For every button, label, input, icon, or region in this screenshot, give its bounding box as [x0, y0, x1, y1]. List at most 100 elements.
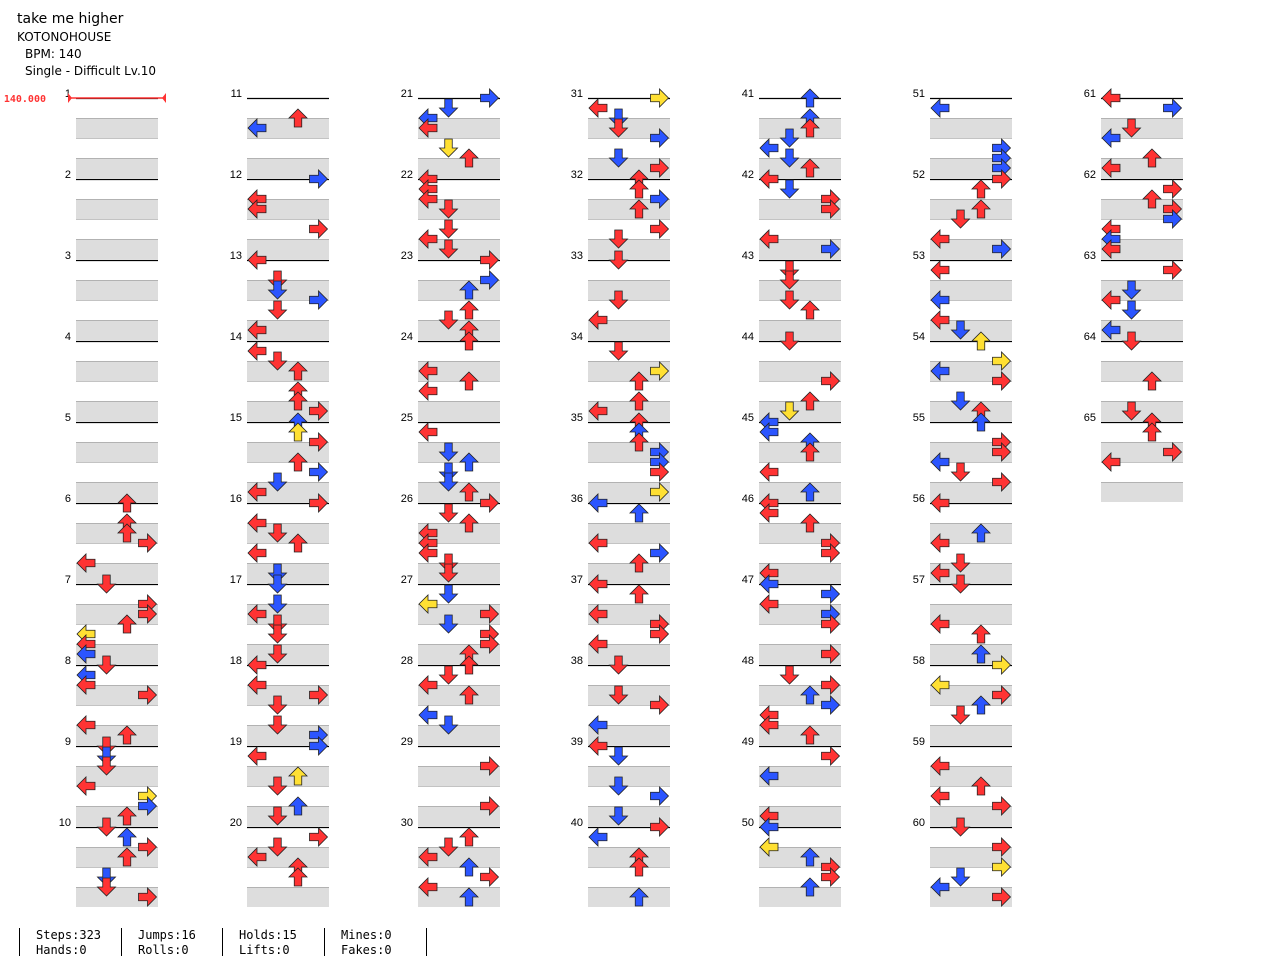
beat-band — [76, 725, 158, 745]
arrow-R-icon — [992, 239, 1012, 259]
arrow-body — [1142, 422, 1162, 442]
arrow-L-icon — [759, 422, 779, 442]
beat-band — [930, 199, 1012, 219]
arrow-body — [117, 493, 137, 513]
stats-divider — [19, 928, 20, 956]
arrow-body — [1142, 148, 1162, 168]
arrow-D-icon — [779, 401, 800, 421]
arrow-U-icon — [971, 624, 991, 644]
arrow-body — [267, 806, 288, 826]
arrow-body — [288, 796, 308, 816]
measure-number: 60 — [913, 817, 925, 829]
arrow-U-icon — [971, 331, 991, 351]
arrow-U-icon — [117, 523, 137, 543]
arrow-body — [418, 189, 438, 209]
beat-band — [759, 239, 841, 259]
beat-band — [588, 442, 670, 462]
arrow-body — [779, 331, 800, 351]
measure-block: 41 — [742, 88, 841, 178]
arrow-body — [1121, 401, 1142, 421]
arrow-U-icon — [288, 867, 308, 887]
bpm-value: 140.000 — [4, 94, 46, 105]
arrow-body — [650, 817, 670, 837]
arrow-body — [971, 179, 991, 199]
arrow-D-icon — [608, 108, 629, 128]
arrow-D-icon — [950, 817, 971, 837]
measure-number: 11 — [231, 88, 242, 100]
arrow-body — [971, 644, 991, 664]
measure-block: 63 — [1084, 250, 1183, 340]
arrow-R-icon — [480, 250, 500, 270]
arrow-D-icon — [438, 665, 459, 685]
measure-block: 33 — [571, 250, 670, 340]
arrow-D-icon — [267, 523, 288, 543]
arrow-body — [821, 675, 841, 695]
arrow-body — [96, 736, 117, 756]
arrow-body — [759, 837, 779, 857]
measure-number: 30 — [401, 817, 413, 829]
arrow-body — [309, 169, 329, 189]
arrow-body — [309, 685, 329, 705]
arrow-body — [309, 432, 329, 452]
arrow-body — [438, 614, 459, 634]
arrow-R-icon — [821, 746, 841, 766]
arrow-R-icon — [138, 685, 158, 705]
measure-number: 13 — [230, 250, 242, 262]
arrow-L-icon — [76, 644, 96, 664]
arrow-body — [779, 270, 800, 290]
beat-band — [930, 280, 1012, 300]
arrow-body — [267, 695, 288, 715]
arrow-body — [950, 462, 971, 482]
arrow-body — [459, 482, 479, 502]
measure-number: 39 — [571, 736, 583, 748]
beat-band — [247, 604, 329, 624]
arrow-body — [800, 118, 820, 138]
beat-band — [759, 725, 841, 745]
arrow-R-icon — [1163, 442, 1183, 462]
arrow-R-icon — [138, 604, 158, 624]
arrow-body — [821, 584, 841, 604]
arrow-D-icon — [96, 867, 117, 887]
arrow-body — [759, 766, 779, 786]
arrow-L-icon — [418, 381, 438, 401]
beat-band — [588, 401, 670, 421]
arrow-body — [588, 604, 608, 624]
arrow-body — [418, 705, 438, 725]
arrow-body — [588, 736, 608, 756]
arrow-L-icon — [930, 229, 950, 249]
arrow-body — [930, 290, 950, 310]
arrow-body — [1121, 280, 1142, 300]
arrow-R-icon — [309, 432, 329, 452]
arrow-L-icon — [930, 361, 950, 381]
arrow-body — [438, 715, 459, 735]
measure-block: 45 — [742, 412, 841, 502]
arrow-U-icon — [629, 503, 649, 523]
arrow-body — [971, 412, 991, 432]
beat-band — [759, 604, 841, 624]
arrow-L-icon — [588, 634, 608, 654]
beat-band — [247, 806, 329, 826]
arrow-L-icon — [418, 877, 438, 897]
arrow-body — [459, 280, 479, 300]
measure-number: 63 — [1084, 250, 1096, 262]
arrow-D-icon — [608, 341, 629, 361]
arrow-D-icon — [96, 746, 117, 766]
arrow-body — [930, 563, 950, 583]
beat-band — [1101, 361, 1183, 381]
arrow-body — [608, 776, 629, 796]
beat-band — [759, 563, 841, 583]
arrow-D-icon — [950, 705, 971, 725]
stat-mines-fakes: Mines:0 Fakes:0 — [341, 928, 392, 957]
beat-band — [247, 361, 329, 381]
arrow-body — [247, 250, 267, 270]
arrow-D-icon — [267, 837, 288, 857]
beat-band — [76, 320, 158, 340]
arrow-R-icon — [821, 584, 841, 604]
arrow-L-icon — [76, 675, 96, 695]
arrow-body — [779, 128, 800, 148]
arrow-D-icon — [608, 806, 629, 826]
arrow-body — [418, 675, 438, 695]
beat-band — [76, 685, 158, 705]
arrow-L-icon — [588, 736, 608, 756]
beat-band — [759, 806, 841, 826]
